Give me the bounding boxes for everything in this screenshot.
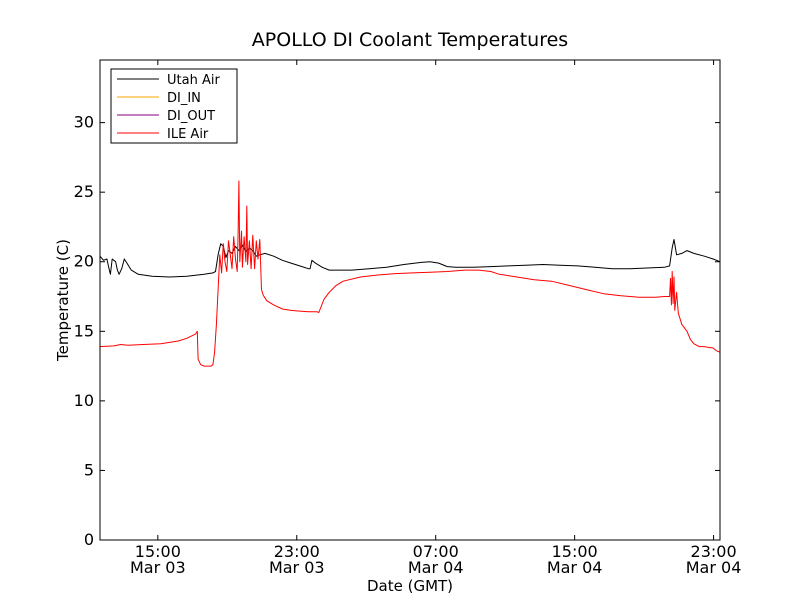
legend-label-utah-air: Utah Air [167,73,220,88]
y-tick-label: 20 [74,252,94,271]
x-tick-label-date: Mar 03 [269,558,325,577]
y-tick-label: 5 [84,460,94,479]
y-tick-label: 10 [74,391,94,410]
legend-label-di-in: DI_IN [167,91,201,106]
x-tick-label-time: 07:00 [413,542,459,561]
x-tick-label-time: 15:00 [135,542,181,561]
x-axis-title: Date (GMT) [367,577,453,595]
x-tick-label-time: 23:00 [691,542,737,561]
legend-label-di-out: DI_OUT [167,109,215,124]
x-tick-label-time: 15:00 [552,542,598,561]
plot-frame [99,59,721,541]
series-line-ile-air [99,180,721,367]
y-axis-title: Temperature (C) [54,239,72,362]
legend: Utah Air DI_IN DI_OUT ILE Air [110,68,238,144]
y-tick-label: 25 [74,182,94,201]
y-tick-label: 0 [84,530,94,549]
legend-box [110,68,238,144]
series-line-utah-air [99,239,721,278]
y-tick-label: 15 [74,321,94,340]
chart-title: APOLLO DI Coolant Temperatures [252,29,568,51]
x-tick-label-date: Mar 04 [408,558,464,577]
x-tick-label-date: Mar 04 [686,558,742,577]
x-tick-label-date: Mar 04 [547,558,603,577]
plot-lines [99,180,721,367]
y-tick-label: 30 [74,113,94,132]
x-tick-label-date: Mar 03 [130,558,186,577]
legend-label-ile-air: ILE Air [167,127,209,142]
x-tick-label-time: 23:00 [274,542,320,561]
